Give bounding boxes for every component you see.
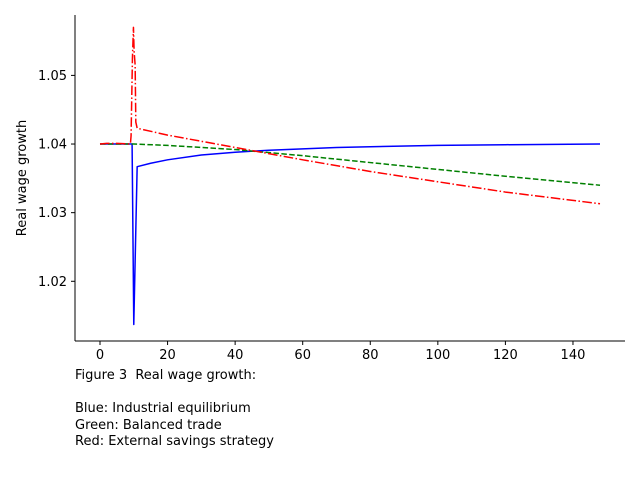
x-tick-label: 20 xyxy=(159,348,176,363)
ticks: 0 20 40 60 80 100 120 140 1.02 1.03 1.04 1.05 xyxy=(38,69,585,363)
series-line-2 xyxy=(99,26,601,205)
caption-red: Red: External savings strategy xyxy=(75,434,274,449)
x-tick-label: 140 xyxy=(561,348,586,363)
caption-blue: Blue: Industrial equilibrium xyxy=(75,401,251,416)
x-tick-label: 100 xyxy=(425,348,450,363)
series-line-1 xyxy=(100,143,601,186)
caption-green: Green: Balanced trade xyxy=(75,417,222,433)
x-tick-label: 40 xyxy=(227,348,244,363)
series-line-0 xyxy=(100,143,601,326)
caption-title: Figure 3 Real wage growth: xyxy=(75,368,257,383)
x-tick-label: 120 xyxy=(493,348,518,363)
y-axis-title: Real wage growth xyxy=(15,120,30,236)
x-tick-label: 80 xyxy=(362,348,379,363)
x-tick-label: 0 xyxy=(96,348,104,363)
figure-caption: Figure 3 Real wage growth: Blue: Industr… xyxy=(75,368,274,451)
series-layer xyxy=(99,26,601,326)
y-tick-label: 1.05 xyxy=(38,69,67,84)
y-tick-label: 1.04 xyxy=(38,138,67,153)
y-tick-label: 1.02 xyxy=(38,275,67,290)
axes xyxy=(74,15,625,342)
y-tick-label: 1.03 xyxy=(38,206,67,221)
caption-spacer xyxy=(75,385,274,402)
x-tick-label: 60 xyxy=(294,348,311,363)
